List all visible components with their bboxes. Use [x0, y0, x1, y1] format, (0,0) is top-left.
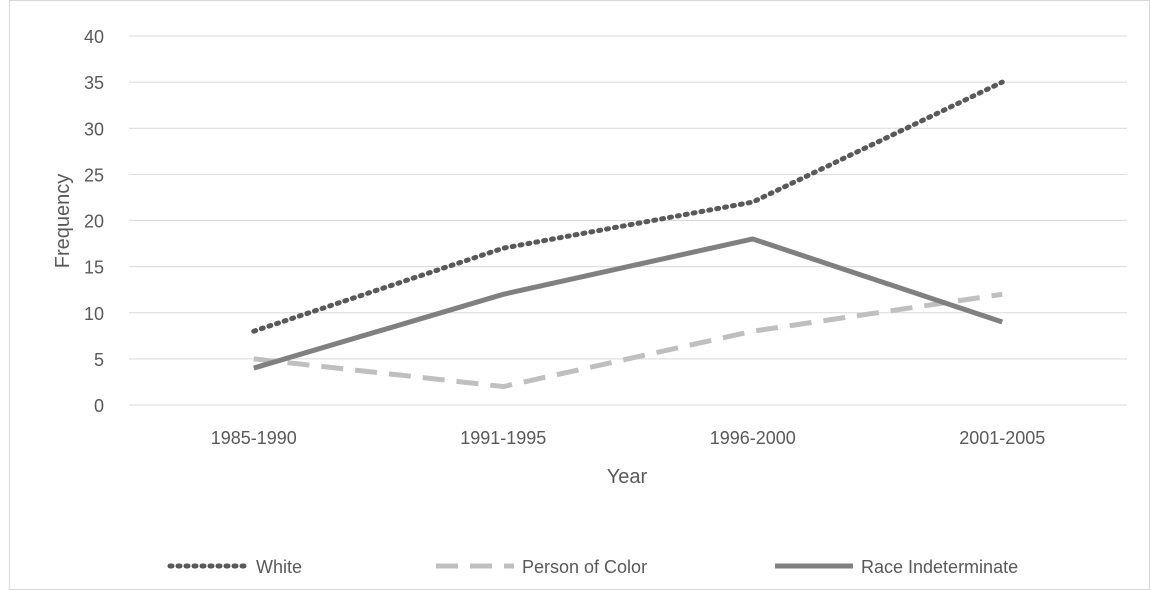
- y-tick-label: 15: [84, 258, 104, 278]
- y-axis-ticks: 0 5 10 15 20 25 30 35 40: [84, 27, 104, 416]
- y-tick-label: 5: [94, 350, 104, 370]
- x-axis-title: Year: [607, 466, 648, 488]
- y-tick-label: 25: [84, 165, 104, 185]
- x-tick-label: 2001-2005: [959, 428, 1045, 448]
- y-tick-label: 40: [84, 27, 104, 47]
- legend-label: Race Indeterminate: [861, 557, 1018, 577]
- y-tick-label: 30: [84, 119, 104, 139]
- legend: White Person of Color Race Indeterminate: [167, 557, 1018, 577]
- x-tick-label: 1996-2000: [710, 428, 796, 448]
- y-tick-label: 0: [94, 396, 104, 416]
- x-tick-label: 1985-1990: [211, 428, 297, 448]
- series-line-person-of-color: [253, 291, 1003, 390]
- chart-frame: [9, 0, 1150, 590]
- series-line-race-indeterminate: [253, 236, 1004, 371]
- gridlines: [129, 35, 1127, 406]
- series-line-white: [251, 79, 1005, 334]
- series-lines: [251, 79, 1005, 390]
- legend-label: White: [256, 557, 302, 577]
- x-axis-ticks: 1985-1990 1991-1995 1996-2000 2001-2005: [211, 428, 1046, 448]
- y-axis-title: Frequency: [52, 174, 74, 269]
- x-tick-label: 1991-1995: [460, 428, 546, 448]
- y-tick-label: 20: [84, 212, 104, 232]
- y-tick-label: 10: [84, 304, 104, 324]
- y-tick-label: 35: [84, 73, 104, 93]
- legend-label: Person of Color: [522, 557, 647, 577]
